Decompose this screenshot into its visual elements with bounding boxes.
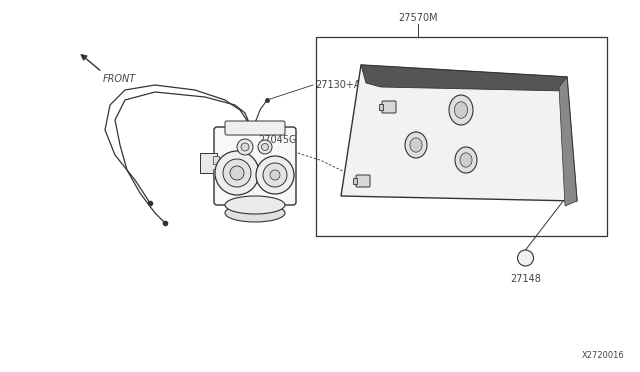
Bar bbox=[200, 153, 217, 173]
Ellipse shape bbox=[225, 196, 285, 214]
Circle shape bbox=[256, 156, 294, 194]
Text: FRONT: FRONT bbox=[103, 74, 136, 84]
Circle shape bbox=[262, 144, 269, 151]
Circle shape bbox=[223, 159, 251, 187]
Bar bbox=[213, 169, 219, 177]
Ellipse shape bbox=[405, 132, 427, 158]
FancyBboxPatch shape bbox=[356, 175, 370, 187]
Ellipse shape bbox=[455, 147, 477, 173]
Ellipse shape bbox=[449, 95, 473, 125]
FancyBboxPatch shape bbox=[214, 127, 296, 205]
Circle shape bbox=[230, 166, 244, 180]
Text: 27570M: 27570M bbox=[398, 13, 438, 23]
Ellipse shape bbox=[225, 204, 285, 222]
Circle shape bbox=[215, 151, 259, 195]
FancyBboxPatch shape bbox=[225, 121, 285, 135]
Polygon shape bbox=[361, 65, 567, 91]
Text: 27130+A: 27130+A bbox=[315, 80, 360, 90]
Ellipse shape bbox=[410, 138, 422, 152]
Circle shape bbox=[237, 139, 253, 155]
Text: 27045G: 27045G bbox=[381, 80, 419, 90]
Circle shape bbox=[258, 140, 272, 154]
Bar bbox=[379, 104, 383, 110]
Bar bbox=[316, 37, 607, 236]
Ellipse shape bbox=[460, 153, 472, 167]
Circle shape bbox=[270, 170, 280, 180]
Circle shape bbox=[263, 163, 287, 187]
Circle shape bbox=[518, 250, 534, 266]
Circle shape bbox=[241, 143, 249, 151]
Bar bbox=[353, 178, 357, 184]
Text: 27045G: 27045G bbox=[258, 135, 296, 145]
Text: 27148: 27148 bbox=[510, 274, 541, 284]
Bar bbox=[213, 156, 219, 164]
Ellipse shape bbox=[454, 102, 468, 118]
Text: X2720016: X2720016 bbox=[582, 351, 625, 360]
Polygon shape bbox=[559, 77, 577, 206]
Polygon shape bbox=[341, 65, 577, 201]
FancyBboxPatch shape bbox=[382, 101, 396, 113]
